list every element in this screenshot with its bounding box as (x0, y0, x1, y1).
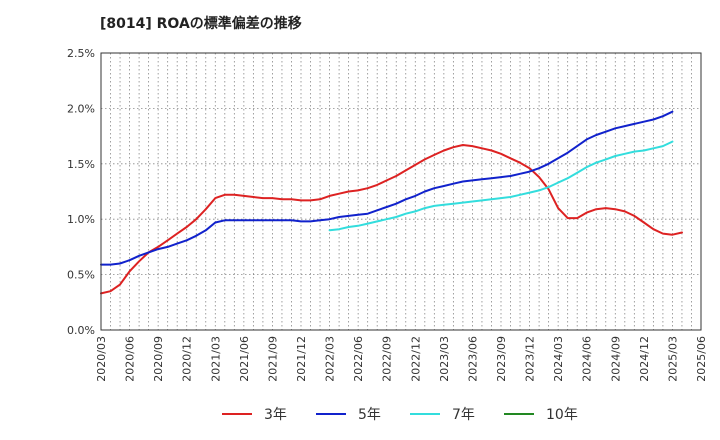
x-tick-label: 2023/06 (466, 336, 479, 382)
y-tick-label: 1.5% (67, 158, 95, 171)
y-tick-label: 2.5% (67, 47, 95, 60)
x-tick-label: 2020/12 (181, 336, 194, 382)
legend-label: 10年 (546, 407, 578, 423)
y-tick-label: 0.5% (67, 269, 95, 282)
y-tick-label: 1.0% (67, 213, 95, 226)
x-tick-label: 2023/03 (438, 336, 451, 382)
x-tick-label: 2020/09 (152, 336, 165, 382)
x-tick-label: 2023/12 (524, 336, 537, 382)
y-axis-ticks: 0.0% 0.5% 1.0% 1.5% 2.0% 2.5% (67, 47, 95, 337)
x-tick-label: 2021/03 (209, 336, 222, 382)
x-tick-label: 2023/09 (495, 336, 508, 382)
x-tick-label: 2025/06 (695, 336, 708, 382)
x-tick-label: 2021/12 (295, 336, 308, 382)
chart-title: [8014] ROAの標準偏差の推移 (100, 16, 302, 32)
legend-item: 5年 (316, 407, 381, 423)
series-line (328, 140, 674, 232)
y-tick-label: 0.0% (67, 324, 95, 337)
x-tick-label: 2022/06 (352, 336, 365, 382)
x-tick-label: 2020/03 (95, 336, 108, 382)
x-tick-label: 2021/06 (238, 336, 251, 382)
x-tick-label: 2024/09 (609, 336, 622, 382)
x-tick-label: 2021/09 (266, 336, 279, 382)
x-tick-label: 2020/06 (124, 336, 137, 382)
legend-item: 7年 (410, 407, 475, 423)
series-line (100, 144, 683, 295)
legend-label: 7年 (452, 407, 475, 423)
legend-label: 5年 (358, 407, 381, 423)
x-tick-label: 2022/09 (381, 336, 394, 382)
x-tick-label: 2024/03 (552, 336, 565, 382)
grid (101, 53, 701, 330)
x-tick-label: 2022/03 (324, 336, 337, 382)
plot-frame (100, 52, 702, 331)
x-tick-label: 2022/12 (409, 336, 422, 382)
x-tick-label: 2024/12 (638, 336, 651, 382)
x-tick-label: 2024/06 (581, 336, 594, 382)
y-tick-label: 2.0% (67, 102, 95, 115)
legend-item: 10年 (504, 407, 578, 423)
series-lines (100, 110, 683, 295)
x-axis-ticks: 2020/03 2020/06 2020/09 2020/12 2021/03 2021/… (95, 336, 708, 382)
legend: 3年 5年 7年 10年 (222, 407, 578, 423)
x-tick-label: 2025/03 (666, 336, 679, 382)
series-line (100, 110, 674, 266)
legend-item: 3年 (222, 407, 287, 423)
legend-label: 3年 (264, 407, 287, 423)
